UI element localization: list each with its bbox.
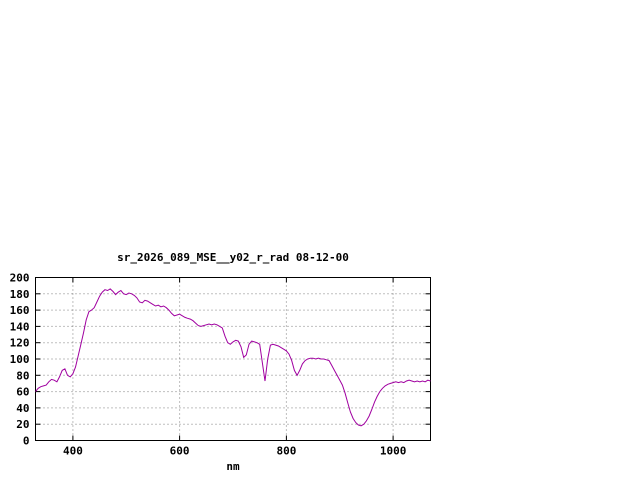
x-tick-label: 1000: [380, 445, 407, 458]
y-tick-label: 120: [10, 337, 30, 350]
x-tick-label: 600: [170, 445, 190, 458]
y-tick-label: 0: [23, 435, 30, 448]
y-tick-label: 140: [10, 320, 30, 333]
y-tick-label: 180: [10, 288, 30, 301]
y-tick-label: 200: [10, 272, 30, 285]
x-tick-label: 400: [63, 445, 83, 458]
spectrum-line: [35, 288, 431, 427]
y-tick-label: 100: [10, 353, 30, 366]
y-tick-label: 80: [16, 369, 29, 382]
x-tick-label: 800: [276, 445, 296, 458]
y-tick-label: 160: [10, 304, 30, 317]
x-axis-label: nm: [226, 460, 240, 473]
chart-title: sr_2026_089_MSE__y02_r_rad 08-12-00: [117, 251, 349, 264]
y-tick-label: 60: [16, 386, 29, 399]
y-tick-label: 40: [16, 402, 29, 415]
y-tick-label: 20: [16, 418, 29, 431]
plot-border: [35, 277, 431, 441]
